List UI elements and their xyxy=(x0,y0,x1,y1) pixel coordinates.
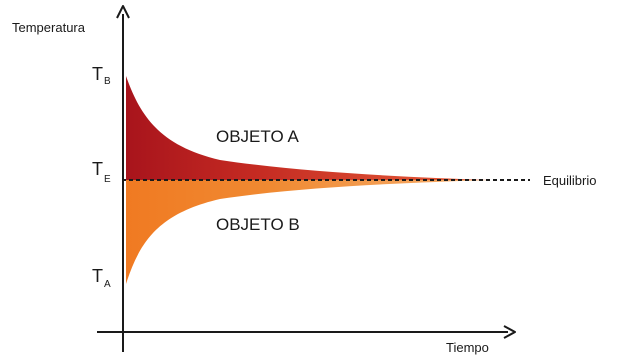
tick-tb-sub: B xyxy=(104,76,111,87)
tick-ta: T A xyxy=(92,266,111,290)
object-b-region xyxy=(126,180,490,284)
tick-te: T E xyxy=(92,159,111,185)
tick-tb: T B xyxy=(92,64,111,87)
tick-te-sub: E xyxy=(104,174,111,185)
object-a-region xyxy=(126,76,490,180)
equilibrium-label: Equilibrio xyxy=(543,173,596,188)
tick-tb-main: T xyxy=(92,64,103,84)
object-b-label: OBJETO B xyxy=(216,215,300,234)
y-axis-title: Temperatura xyxy=(12,20,86,35)
x-axis-arrow-icon xyxy=(503,325,516,339)
tick-ta-sub: A xyxy=(104,279,111,290)
object-a-label: OBJETO A xyxy=(216,127,299,146)
tick-ta-main: T xyxy=(92,266,103,286)
x-axis-title: Tiempo xyxy=(446,340,489,355)
tick-te-main: T xyxy=(92,159,103,179)
y-axis-arrow-icon xyxy=(116,5,130,19)
